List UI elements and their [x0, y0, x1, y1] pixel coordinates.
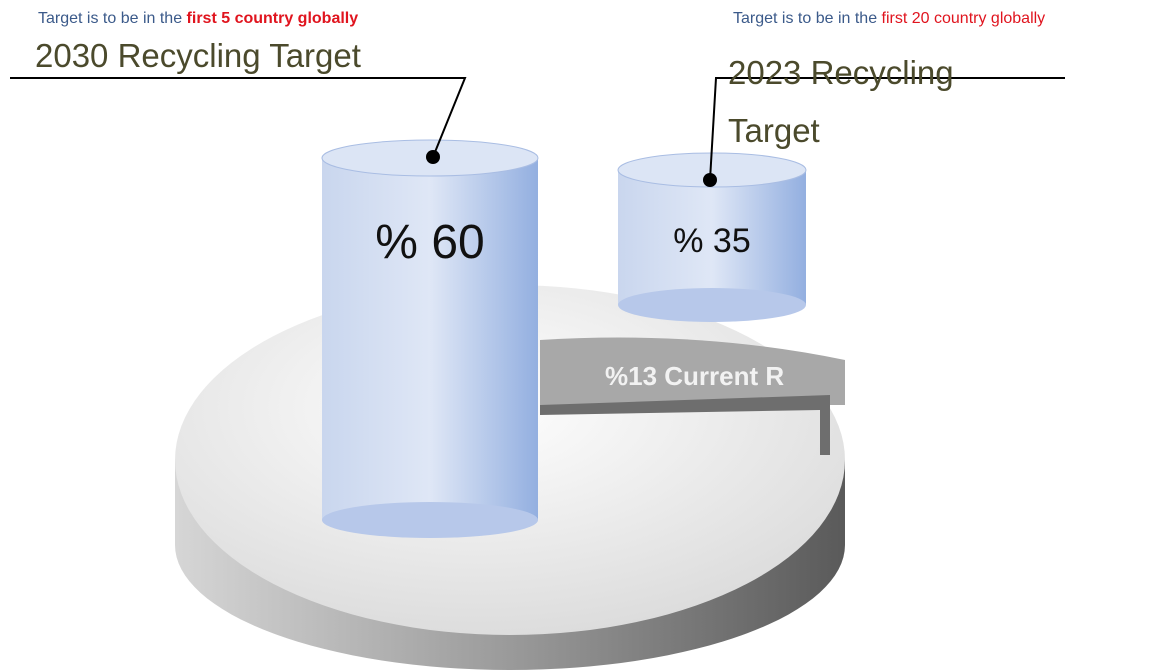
value-label: % 35	[673, 222, 751, 260]
callout-dot	[426, 150, 440, 164]
cylinder-bottom	[618, 288, 806, 322]
cylinder-body	[322, 158, 538, 520]
pie-label: %13 Current R	[605, 361, 784, 391]
title: 2030 Recycling Target	[35, 37, 361, 74]
pie-slice	[540, 337, 845, 405]
value-label: % 60	[375, 216, 484, 269]
title: 2023 Recycling Target	[728, 54, 954, 149]
callout-dot	[703, 173, 717, 187]
callout-line	[709, 77, 1065, 181]
cylinder-body	[618, 170, 806, 305]
note-highlight: first 20 country globally	[881, 10, 1046, 27]
note-text: Target is to be in the	[733, 10, 878, 27]
note: Target is to be in the first 20 country …	[733, 6, 1143, 32]
note-highlight: first 5 country globally	[186, 10, 359, 27]
note-text: Target is to be in the	[38, 10, 183, 27]
callout-line	[10, 77, 467, 158]
cylinder-bottom	[322, 502, 538, 538]
note: Target is to be in the first 5 country g…	[38, 6, 598, 32]
pie-slice-edge	[540, 395, 830, 455]
